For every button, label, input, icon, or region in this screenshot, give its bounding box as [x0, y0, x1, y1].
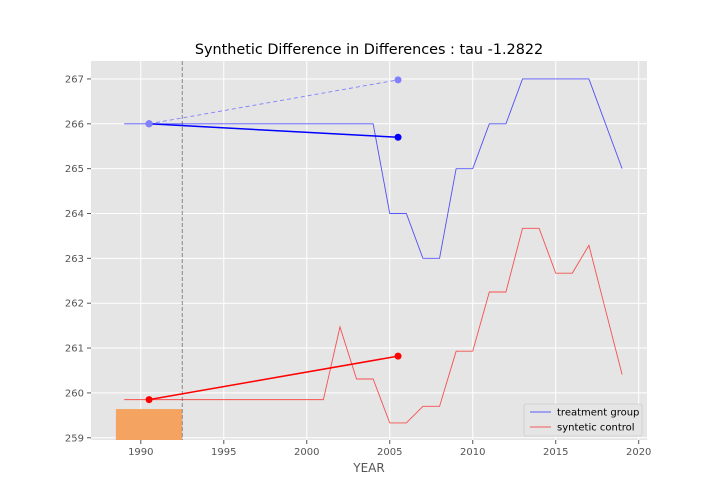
y-tick-label: 260 — [65, 388, 84, 399]
y-tick-label: 259 — [65, 433, 84, 444]
x-tick-label: 1990 — [128, 447, 153, 458]
counterfactual-point — [145, 120, 153, 128]
series-layer — [124, 78, 623, 424]
y-tick-label: 265 — [65, 164, 84, 175]
x-tick-label: 2020 — [626, 447, 651, 458]
x-tick-label: 2010 — [460, 447, 485, 458]
y-tick-label: 266 — [65, 119, 84, 130]
control-pre-post-point — [394, 352, 402, 360]
y-axis: 259 260 261 262 263 264 265 266 267 — [65, 74, 91, 444]
weight-bar — [115, 409, 183, 440]
x-tick-label: 1995 — [211, 447, 236, 458]
treatment-series-line — [124, 78, 623, 259]
x-tick-label: 2000 — [294, 447, 319, 458]
weights-layer — [115, 409, 183, 440]
plot-background — [91, 61, 647, 440]
y-tick-label: 267 — [65, 74, 84, 85]
control-pre-post-segment — [148, 355, 399, 401]
treatment-pre-post-segment — [149, 123, 399, 138]
x-tick-label: 2005 — [377, 447, 402, 458]
y-tick-label: 262 — [65, 299, 84, 310]
legend-label-control: syntetic control — [557, 423, 635, 434]
control-pre-post-point — [145, 396, 153, 404]
control-series-line — [124, 227, 623, 424]
legend: treatment group syntetic control — [523, 403, 643, 437]
x-tick-label: 2015 — [543, 447, 568, 458]
legend-label-treatment: treatment group — [557, 408, 639, 419]
treatment-pre-post-point — [394, 133, 402, 141]
grid — [91, 61, 647, 440]
counterfactual-segment — [149, 79, 399, 125]
legend-box — [523, 403, 643, 437]
x-axis: 1990 1995 2000 2005 2010 2015 2020 — [128, 440, 651, 458]
segment-layer — [145, 76, 402, 404]
x-axis-title: YEAR — [352, 461, 384, 475]
y-tick-label: 261 — [65, 344, 84, 355]
chart-title: Synthetic Difference in Differences : ta… — [195, 42, 543, 58]
y-tick-label: 264 — [65, 209, 84, 220]
counterfactual-point — [394, 76, 402, 84]
y-tick-label: 263 — [65, 254, 84, 265]
